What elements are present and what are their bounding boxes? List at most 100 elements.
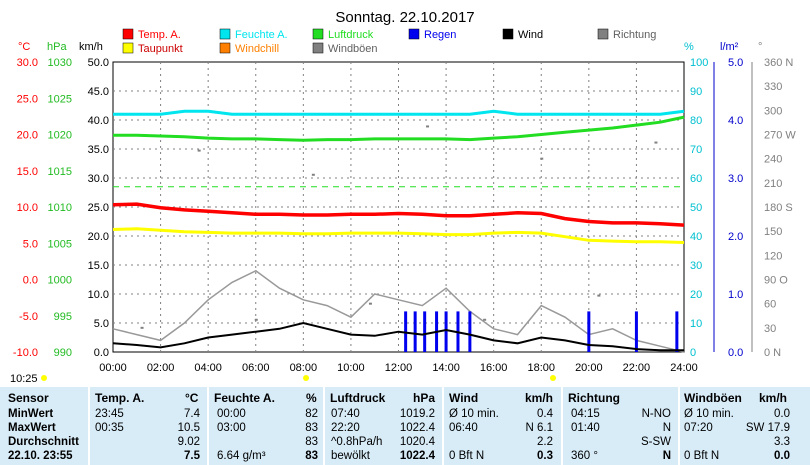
hpa-tick-label: 1020 [48, 130, 72, 142]
kmh-tick-label: 20.0 [88, 231, 109, 243]
table-cell-pres-time: 22:20 [331, 422, 360, 434]
chart-title: Sonntag. 22.10.2017 [335, 9, 474, 26]
table-cell-hum-val: 82 [305, 408, 318, 420]
pct-unit-label: % [684, 41, 694, 53]
table-cell-temp-val: 9.02 [177, 436, 200, 448]
rain-tick-label: 1.0 [728, 289, 743, 301]
direction-point [540, 157, 544, 160]
celsius-tick-label: 20.0 [17, 130, 38, 142]
legend-label: Temp. A. [138, 29, 181, 41]
table-cell-pres-val: 1022.4 [399, 450, 435, 462]
kmh-tick-label: 45.0 [88, 86, 109, 98]
table-cell-gust-time: 0 Bft N [684, 450, 720, 462]
table-cell-wind-val: 0.4 [537, 408, 553, 420]
rain-bar [468, 311, 472, 352]
header-temp-unit: °C [185, 391, 199, 405]
rain-tick-label: 5.0 [728, 57, 743, 69]
table-cell-wind-time: 06:40 [449, 422, 478, 434]
deg-unit-label: ° [758, 41, 762, 53]
legend-swatch [502, 28, 514, 40]
direction-tick-label: 360 N [764, 57, 793, 69]
x-tick-label: 10:00 [337, 362, 365, 374]
hpa-tick-label: 1015 [48, 166, 72, 178]
direction-point [311, 173, 315, 176]
table-cell-hum-time: 03:00 [217, 422, 246, 434]
table-cell-temp-val: 10.5 [177, 422, 200, 434]
table-cell-dir-time: 04:15 [571, 408, 600, 420]
direction-tick-label: 210 [764, 178, 782, 190]
header-pressure: Luftdruck [330, 391, 386, 405]
kmh-tick-label: 25.0 [88, 202, 109, 214]
direction-tick-label: 270 W [764, 130, 796, 142]
table-cell-hum-time: 6.64 g/m³ [217, 450, 266, 462]
kmh-tick-label: 30.0 [88, 173, 109, 185]
wind-line [112, 321, 684, 352]
table-cell-wind-time: 0 Bft N [449, 450, 485, 462]
table-cell-pres-time: ^0.8hPa/h [331, 436, 383, 448]
x-tick-label: 18:00 [527, 362, 555, 374]
table-cell-temp-time: 00:35 [95, 422, 124, 434]
x-tick-label: 04:00 [194, 362, 222, 374]
table-cell-dir-val: N [662, 450, 671, 462]
rain-tick-label: 4.0 [728, 115, 743, 127]
header-wind-unit: km/h [525, 391, 554, 405]
rain-tick-label: 3.0 [728, 173, 743, 185]
hpa-unit-label: hPa [47, 41, 67, 53]
pct-tick-label: 70 [690, 144, 702, 156]
direction-point [654, 141, 658, 144]
table-cell-hum-val: 83 [305, 422, 318, 434]
table-cell-dir-val: N [662, 422, 671, 434]
legend-label: Regen [424, 29, 456, 41]
header-humidity-unit: % [306, 391, 317, 405]
legend-swatch [122, 28, 134, 40]
rain-bar [675, 311, 679, 352]
table-cell-gust-val: 0.0 [774, 408, 790, 420]
pct-tick-label: 20 [690, 289, 702, 301]
direction-point [483, 318, 487, 321]
celsius-tick-label: 10.0 [17, 202, 38, 214]
table-cell-gust-val: 0.0 [774, 450, 790, 462]
header-direction: Richtung [568, 391, 620, 405]
pct-tick-label: 30 [690, 260, 702, 272]
rain-bar [444, 311, 448, 352]
direction-tick-label: 150 [764, 226, 782, 238]
pct-tick-label: 80 [690, 115, 702, 127]
direction-point [426, 125, 430, 128]
header-gusts: Windböen [684, 391, 742, 405]
header-gusts-unit: km/h [759, 391, 788, 405]
celsius-tick-label: -10.0 [13, 347, 38, 359]
x-tick-label: 06:00 [242, 362, 270, 374]
celsius-tick-label: -5.0 [19, 311, 38, 323]
direction-tick-label: 0 N [764, 347, 781, 359]
kmh-tick-label: 40.0 [88, 115, 109, 127]
statistics-table: Sensor Temp. A. °C Feuchte A. % Luftdruc… [0, 387, 810, 465]
legend-label: Luftdruck [328, 29, 374, 41]
axes: 30.0 25.0 20.0 15.0 10.0 5.0 0.0 -5.0 -10.0 1030 1… [13, 57, 796, 374]
table-cell-label: MinWert [8, 408, 54, 420]
table-cell-hum-val: 83 [305, 436, 318, 448]
legend-label: Taupunkt [138, 43, 183, 55]
table-cell-wind-time: Ø 10 min. [449, 408, 499, 420]
kmh-tick-label: 0.0 [94, 347, 109, 359]
pct-tick-label: 0 [690, 347, 696, 359]
rain-tick-label: 2.0 [728, 231, 743, 243]
table-cell-dir-time: 01:40 [571, 422, 600, 434]
rain-unit-label: l/m² [720, 41, 739, 53]
direction-tick-label: 90 O [764, 275, 788, 287]
kmh-tick-label: 5.0 [94, 318, 109, 330]
legend-label: Wind [518, 29, 543, 41]
legend-swatch [312, 42, 324, 54]
hpa-tick-label: 1025 [48, 93, 72, 105]
rain-bar [587, 311, 591, 352]
legend-swatch [122, 42, 134, 54]
kmh-tick-label: 50.0 [88, 57, 109, 69]
celsius-tick-label: 15.0 [17, 166, 38, 178]
hpa-tick-label: 1030 [48, 57, 72, 69]
weather-chart: Sonntag. 22.10.2017 °C hPa km/h % l/m² °… [10, 9, 797, 385]
table-cell-wind-val: 0.3 [537, 450, 553, 462]
sun-marker-icon [550, 375, 556, 381]
x-tick-label: 14:00 [432, 362, 460, 374]
x-tick-label: 02:00 [147, 362, 175, 374]
x-tick-label: 16:00 [480, 362, 508, 374]
legend-swatch [312, 28, 324, 40]
